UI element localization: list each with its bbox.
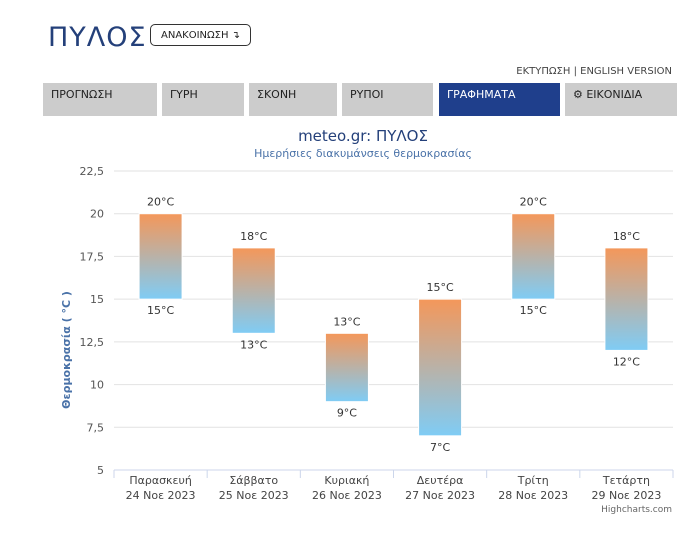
x-category-day: Τρίτη [517, 474, 549, 487]
high-temp-label: 15°C [426, 281, 453, 294]
low-temp-label: 15°C [147, 304, 174, 317]
temperature-range-bar[interactable] [138, 213, 183, 300]
temperature-range-bar[interactable] [418, 298, 463, 437]
y-axis-label: Θερμοκρασία ( °C ) [60, 291, 73, 409]
high-temp-label: 13°C [333, 315, 360, 328]
high-temp-label: 18°C [240, 230, 267, 243]
english-version-link[interactable]: ENGLISH VERSION [580, 66, 672, 77]
x-category-date: 27 Νοε 2023 [405, 489, 475, 502]
high-temp-label: 18°C [613, 230, 640, 243]
low-temp-label: 15°C [520, 304, 547, 317]
x-category-date: 24 Νοε 2023 [126, 489, 196, 502]
tab-dust[interactable]: ΣΚΟΝΗ [249, 83, 337, 116]
y-tick-label: 20 [90, 208, 104, 221]
x-category-date: 25 Νοε 2023 [219, 489, 289, 502]
print-link[interactable]: ΕΚΤΥΠΩΣΗ [516, 66, 571, 77]
tab-forecast[interactable]: ΠΡΟΓΝΩΣΗ [43, 83, 157, 116]
y-tick-label: 15 [90, 293, 104, 306]
link-separator: | [573, 66, 577, 77]
high-temp-label: 20°C [147, 196, 174, 209]
x-category-date: 29 Νοε 2023 [591, 489, 661, 502]
temperature-chart: meteo.gr: ΠΥΛΟΣ Ημερήσιες διακυμάνσεις θ… [60, 127, 674, 515]
city-title: ΠΥΛΟΣ [48, 22, 147, 53]
y-tick-label: 7,5 [87, 421, 105, 434]
tab-pollutants[interactable]: ΡΥΠΟΙ [342, 83, 433, 116]
y-tick-label: 22,5 [80, 165, 105, 178]
temperature-range-bar[interactable] [604, 247, 649, 351]
tab-pollen[interactable]: ΓΥΡΗ [162, 83, 244, 116]
announcement-button[interactable]: ΑΝΑΚΟΙΝΩΣΗ ↴ [150, 24, 252, 46]
chart-subtitle: Ημερήσιες διακυμάνσεις θερμοκρασίας [254, 147, 472, 160]
x-category-day: Σάββατο [229, 474, 278, 487]
temperature-range-bar[interactable] [324, 332, 369, 403]
x-category-date: 28 Νοε 2023 [498, 489, 568, 502]
low-temp-label: 12°C [613, 355, 640, 368]
top-links: ΕΚΤΥΠΩΣΗ | ENGLISH VERSION [516, 66, 672, 77]
y-tick-label: 12,5 [80, 336, 105, 349]
chart-title: meteo.gr: ΠΥΛΟΣ [298, 127, 428, 145]
high-temp-label: 20°C [520, 196, 547, 209]
tab-icons[interactable]: ⚙ ΕΙΚΟΝΙΔΙΑ [565, 83, 677, 116]
y-tick-label: 10 [90, 379, 104, 392]
x-category-day: Τετάρτη [602, 474, 650, 487]
x-category-date: 26 Νοε 2023 [312, 489, 382, 502]
x-category-day: Δευτέρα [417, 474, 464, 487]
low-temp-label: 13°C [240, 338, 267, 351]
low-temp-label: 7°C [430, 441, 450, 454]
tab-bar: ΠΡΟΓΝΩΣΗ ΓΥΡΗ ΣΚΟΝΗ ΡΥΠΟΙ ΓΡΑΦΗΜΑΤΑ ⚙ ΕΙ… [43, 83, 677, 116]
y-tick-label: 17,5 [80, 250, 105, 263]
tab-charts[interactable]: ΓΡΑΦΗΜΑΤΑ [439, 83, 560, 116]
temperature-range-bar[interactable] [511, 213, 556, 300]
y-tick-label: 5 [97, 464, 104, 477]
x-category-day: Παρασκευή [129, 474, 192, 487]
x-category-day: Κυριακή [324, 474, 369, 487]
low-temp-label: 9°C [337, 407, 357, 420]
temperature-range-bar[interactable] [231, 247, 276, 334]
chart-credit[interactable]: Highcharts.com [601, 505, 672, 515]
